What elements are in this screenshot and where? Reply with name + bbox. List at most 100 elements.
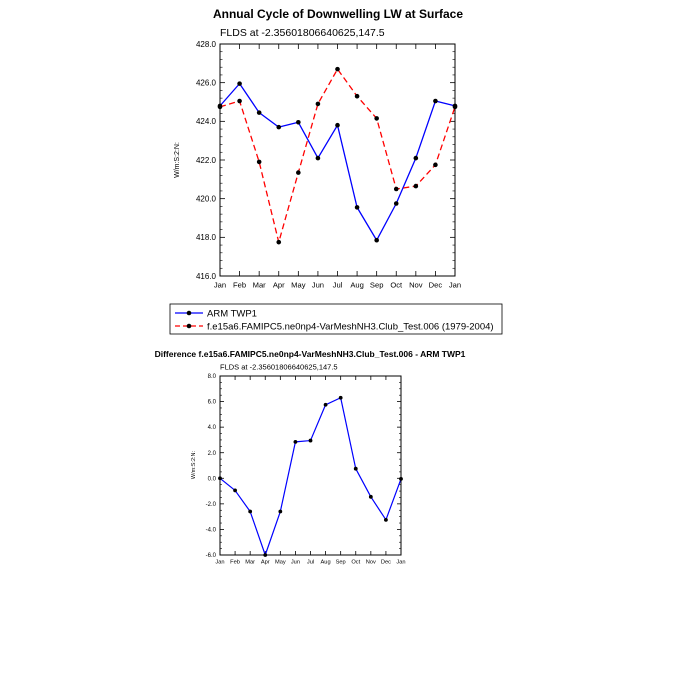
data-point bbox=[237, 81, 242, 86]
data-point bbox=[323, 402, 328, 407]
x-tick-label: Mar bbox=[253, 281, 267, 290]
data-point bbox=[354, 205, 360, 210]
x-tick-label: Feb bbox=[230, 560, 240, 566]
data-point bbox=[293, 439, 298, 444]
x-tick-label: May bbox=[291, 281, 306, 290]
legend: ARM TWP1 f.e15a6.FAMIPC5.ne0np4-VarMeshN… bbox=[169, 303, 503, 335]
y-tick-label: 420.0 bbox=[196, 194, 217, 203]
x-tick-label: Dec bbox=[429, 281, 443, 290]
x-tick-label: Jan bbox=[215, 560, 224, 566]
difference-chart: Difference f.e15a6.FAMIPC5.ne0np4-VarMes… bbox=[155, 349, 466, 566]
data-point bbox=[413, 155, 419, 161]
data-point bbox=[393, 201, 399, 206]
tick-labels: -6.0 -4.0 -2.0 0.0 2.0 4.0 6.0 8.0 Jan Feb Mar Apr M… bbox=[206, 374, 406, 566]
plot-frame bbox=[219, 375, 402, 556]
x-tick-label: Aug bbox=[321, 560, 331, 566]
x-tick-label: Jan bbox=[396, 560, 405, 566]
data-point bbox=[308, 438, 313, 443]
y-tick-label: 426.0 bbox=[196, 78, 217, 87]
data-point bbox=[384, 517, 388, 522]
axis-ticks bbox=[219, 43, 456, 277]
y-tick-label: 424.0 bbox=[196, 117, 217, 126]
data-point bbox=[276, 124, 282, 130]
data-point bbox=[315, 155, 321, 161]
y-tick-label: 428.0 bbox=[196, 40, 217, 49]
y-tick-label: 6.0 bbox=[208, 400, 217, 406]
x-tick-label: Nov bbox=[366, 560, 376, 566]
x-tick-label: Mar bbox=[245, 560, 255, 566]
y-tick-label: -4.0 bbox=[206, 528, 217, 534]
series-line-1 bbox=[219, 82, 456, 241]
legend-item-model: f.e15a6.FAMIPC5.ne0np4-VarMeshNH3.Club_T… bbox=[175, 322, 494, 333]
y-tick-label: 0.0 bbox=[208, 476, 217, 482]
data-point bbox=[338, 395, 343, 400]
data-point bbox=[368, 494, 373, 499]
x-tick-label: Jul bbox=[333, 281, 343, 290]
x-tick-label: Feb bbox=[233, 281, 246, 290]
series-group bbox=[218, 395, 403, 557]
chart-subtitle: FLDS at -2.35601806640625,147.5 bbox=[220, 363, 338, 372]
series-line-2 bbox=[219, 68, 456, 243]
chart-title: Annual Cycle of Downwelling LW at Surfac… bbox=[213, 7, 463, 21]
x-tick-label: Sep bbox=[336, 560, 346, 566]
plot-frame bbox=[219, 43, 456, 277]
data-point bbox=[433, 98, 438, 104]
data-point bbox=[353, 466, 358, 471]
data-point bbox=[256, 159, 262, 165]
data-point bbox=[335, 122, 340, 128]
data-point bbox=[315, 101, 321, 107]
y-tick-label: 4.0 bbox=[208, 425, 217, 431]
annual-cycle-chart: Annual Cycle of Downwelling LW at Surfac… bbox=[174, 7, 463, 290]
y-tick-label: 422.0 bbox=[196, 156, 217, 165]
data-point bbox=[256, 110, 262, 115]
y-tick-label: 2.0 bbox=[208, 451, 217, 457]
data-point bbox=[276, 239, 282, 245]
x-tick-label: Jun bbox=[312, 281, 324, 290]
y-axis-label: W/m:S:2:N: bbox=[174, 142, 181, 178]
x-tick-label: May bbox=[275, 560, 286, 566]
chart-subtitle: FLDS at -2.35601806640625,147.5 bbox=[220, 27, 385, 39]
y-tick-label: -6.0 bbox=[206, 553, 217, 559]
x-tick-label: Oct bbox=[390, 281, 403, 290]
data-point bbox=[237, 98, 242, 104]
legend-label: f.e15a6.FAMIPC5.ne0np4-VarMeshNH3.Club_T… bbox=[207, 322, 494, 333]
data-point bbox=[296, 170, 301, 175]
series-group bbox=[217, 66, 458, 245]
data-point bbox=[278, 509, 283, 514]
x-tick-label: Sep bbox=[370, 281, 384, 290]
series-line-1 bbox=[219, 397, 402, 556]
chart-title: Difference f.e15a6.FAMIPC5.ne0np4-VarMes… bbox=[155, 349, 466, 359]
x-tick-label: Oct bbox=[351, 560, 360, 566]
x-tick-label: Jul bbox=[307, 560, 314, 566]
legend-marker bbox=[186, 323, 192, 329]
legend-label: ARM TWP1 bbox=[207, 309, 257, 320]
data-point bbox=[374, 116, 379, 121]
y-axis-label: W/m:S:2:N: bbox=[191, 450, 197, 479]
data-point bbox=[413, 183, 419, 189]
data-point bbox=[374, 237, 379, 243]
data-point bbox=[233, 488, 237, 493]
y-tick-label: 418.0 bbox=[196, 233, 217, 242]
legend-marker bbox=[186, 310, 192, 316]
data-point bbox=[354, 93, 360, 99]
axis-ticks bbox=[219, 375, 402, 556]
legend-box bbox=[169, 303, 503, 335]
x-tick-label: Dec bbox=[381, 560, 391, 566]
data-point bbox=[248, 509, 253, 514]
x-tick-label: Nov bbox=[409, 281, 423, 290]
x-tick-label: Jan bbox=[214, 281, 226, 290]
y-tick-label: 416.0 bbox=[196, 272, 217, 281]
x-tick-label: Apr bbox=[261, 560, 270, 566]
data-point bbox=[335, 66, 340, 72]
x-tick-label: Jun bbox=[291, 560, 300, 566]
x-tick-label: Jan bbox=[449, 281, 461, 290]
tick-labels: 416.0 418.0 420.0 422.0 424.0 426.0 428.0 Jan Fe… bbox=[196, 40, 461, 290]
data-point bbox=[296, 120, 301, 125]
y-tick-label: 8.0 bbox=[208, 374, 217, 380]
x-tick-label: Apr bbox=[273, 281, 285, 290]
y-tick-label: -2.0 bbox=[206, 502, 217, 508]
x-tick-label: Aug bbox=[350, 281, 364, 290]
data-point bbox=[433, 162, 438, 168]
data-point bbox=[393, 186, 399, 192]
